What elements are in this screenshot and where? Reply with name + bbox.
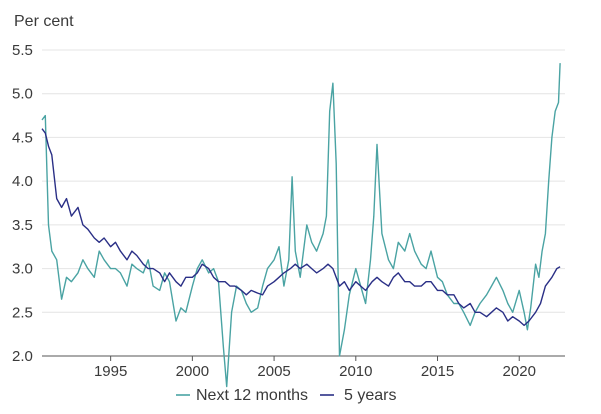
y-tick-label: 4.5 [12,129,33,146]
y-unit-label: Per cent [14,13,74,30]
x-tick-label: 2000 [176,363,209,380]
series-line-5-years [41,128,561,327]
grid [42,49,565,313]
y-tick-label: 2.0 [12,348,33,365]
y-tick-label: 3.5 [12,217,33,234]
series-line-next-12-months [41,63,561,388]
y-tick-label: 5.5 [12,42,33,59]
series-lines [41,63,561,388]
x-axis-ticks: 1995 2000 2005 2010 2015 2020 [94,356,536,380]
x-tick-label: 2020 [503,363,536,380]
x-tick-label: 2010 [339,363,372,380]
x-tick-label: 1995 [94,363,127,380]
y-tick-label: 3.0 [12,261,33,278]
y-tick-label: 4.0 [12,173,33,190]
y-axis-ticks: 2.0 2.5 3.0 3.5 4.0 4.5 5.0 5.5 [12,42,33,365]
x-tick-label: 2005 [257,363,290,380]
y-tick-label: 5.0 [12,86,33,103]
legend-label: Next 12 months [196,387,308,404]
y-tick-label: 2.5 [12,304,33,321]
legend: Next 12 months 5 years [176,387,396,404]
legend-label: 5 years [344,387,396,404]
x-tick-label: 2015 [421,363,454,380]
